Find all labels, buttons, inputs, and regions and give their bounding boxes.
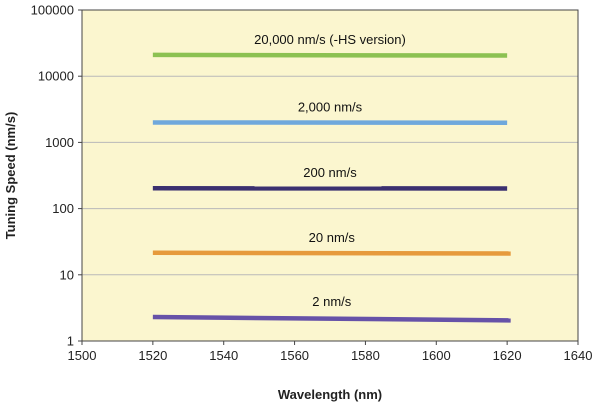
series-label: 20 nm/s [309, 230, 356, 245]
series-label: 20,000 nm/s (-HS version) [254, 32, 406, 47]
x-axis-title: Wavelength (nm) [278, 387, 382, 402]
plot-frame [81, 9, 579, 342]
series-line [152, 52, 508, 58]
y-axis: 1 10 100 1000 10000 100000 [31, 3, 82, 349]
x-tick-label: 1560 [280, 348, 309, 363]
series-lines: 20,000 nm/s (-HS version) 2,000 nm/s 200 n… [152, 32, 511, 323]
series-line [152, 314, 511, 323]
x-tick-label: 1540 [209, 348, 238, 363]
x-axis: 1500 1520 1540 1560 1580 1600 1620 1640 [68, 341, 593, 363]
x-tick-label: 1520 [138, 348, 167, 363]
series-label: 2 nm/s [312, 294, 352, 309]
series-label: 200 nm/s [303, 165, 357, 180]
series-line [152, 250, 511, 256]
y-axis-title: Tuning Speed (nm/s) [3, 112, 18, 240]
y-tick-label: 10 [60, 267, 74, 282]
x-tick-label: 1580 [351, 348, 380, 363]
series-label: 2,000 nm/s [298, 99, 363, 114]
x-tick-label: 1640 [564, 348, 593, 363]
x-tick-label: 1620 [493, 348, 522, 363]
plot-area [82, 10, 578, 341]
x-tick-label: 1600 [422, 348, 451, 363]
y-tick-label: 100 [52, 201, 74, 216]
y-tick-label: 1 [67, 334, 74, 349]
x-tick-label: 1500 [68, 348, 97, 363]
y-tick-label: 10000 [38, 69, 74, 84]
y-tick-label: 1000 [45, 135, 74, 150]
y-tick-label: 100000 [31, 3, 74, 18]
